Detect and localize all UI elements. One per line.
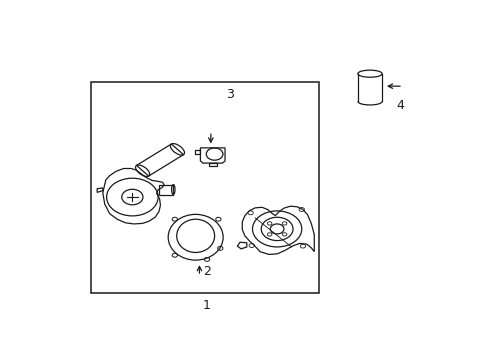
Text: 1: 1 [203, 299, 210, 312]
Text: 2: 2 [203, 265, 210, 278]
Text: 3: 3 [225, 88, 233, 101]
Text: 4: 4 [396, 99, 404, 112]
Bar [91, 82, 318, 293]
